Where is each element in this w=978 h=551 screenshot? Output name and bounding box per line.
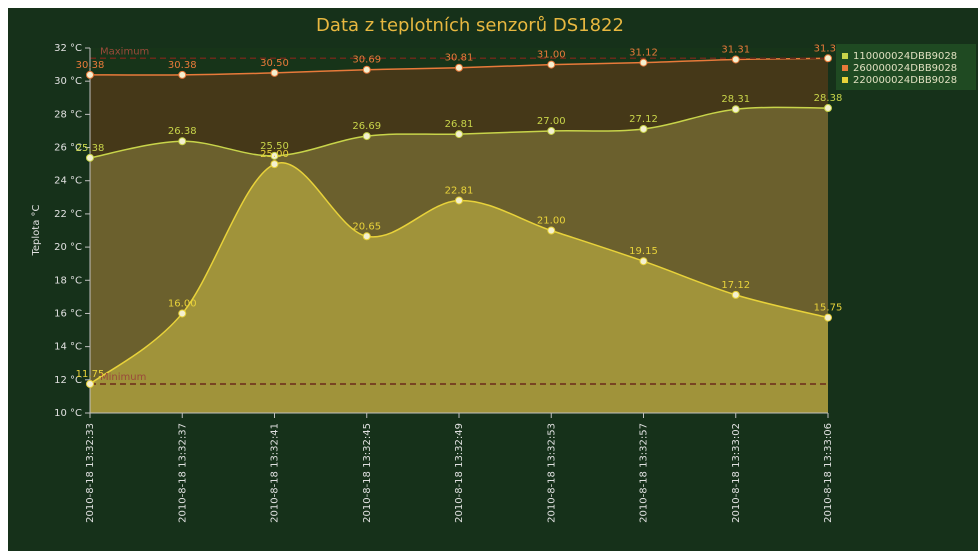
data-label: 31.00 <box>537 50 566 61</box>
data-label: 16.00 <box>168 298 197 309</box>
data-label: 31.12 <box>629 48 658 59</box>
data-label: 30.69 <box>352 55 381 66</box>
plot-line-label: Maximum <box>100 46 149 57</box>
legend-label: 220000024DBB9028 <box>853 75 957 86</box>
data-label: 22.81 <box>445 185 474 196</box>
data-point <box>639 124 648 133</box>
legend-swatch <box>842 77 848 83</box>
x-tick-label: 2010-8-18 13:32:53 <box>546 423 557 523</box>
data-point <box>547 126 556 135</box>
x-tick-label: 2010-8-18 13:33:02 <box>731 423 742 523</box>
data-label: 20.65 <box>352 221 381 232</box>
data-point <box>731 105 740 114</box>
y-tick-label: 18 °C <box>54 275 82 286</box>
data-point <box>731 290 740 299</box>
data-point <box>547 226 556 235</box>
data-label: 25.38 <box>76 143 105 154</box>
data-label: 27.00 <box>537 116 566 127</box>
x-tick-label: 2010-8-18 13:32:37 <box>177 423 188 523</box>
data-point <box>86 70 94 79</box>
chart-title: Data z teplotních senzorů DS1822 <box>316 15 624 36</box>
data-point <box>455 196 463 205</box>
y-tick-label: 30 °C <box>54 76 82 87</box>
x-tick-label: 2010-8-18 13:32:57 <box>639 423 650 523</box>
data-label: 28.38 <box>814 93 843 104</box>
data-label: 19.15 <box>629 246 658 257</box>
data-point <box>455 130 463 139</box>
data-point <box>86 153 94 162</box>
x-tick-label: 2010-8-18 13:32:45 <box>362 423 373 523</box>
series-area <box>90 162 828 413</box>
data-label: 30.38 <box>76 60 105 71</box>
data-label: 31.38 <box>814 43 843 54</box>
data-point <box>362 232 371 241</box>
y-tick-label: 26 °C <box>54 143 82 154</box>
x-tick-label: 2010-8-18 13:32:33 <box>85 423 96 523</box>
legend-swatch <box>842 53 848 59</box>
y-tick-label: 12 °C <box>54 375 82 386</box>
data-point <box>86 379 94 388</box>
y-tick-label: 22 °C <box>54 209 82 220</box>
y-tick-label: 32 °C <box>54 43 82 54</box>
data-point <box>362 132 371 141</box>
y-axis-label: Teplota °C <box>31 204 42 256</box>
data-point <box>270 68 279 77</box>
data-label: 21.00 <box>537 216 566 227</box>
data-label: 25.50 <box>260 141 289 152</box>
x-tick-label: 2010-8-18 13:32:41 <box>270 423 281 523</box>
data-label: 30.38 <box>168 60 197 71</box>
data-point <box>455 63 463 72</box>
data-label: 26.69 <box>352 121 381 132</box>
data-point <box>639 58 648 67</box>
data-point <box>178 70 187 79</box>
data-label: 17.12 <box>721 280 750 291</box>
legend-label: 260000024DBB9028 <box>853 63 957 74</box>
data-point <box>178 137 187 146</box>
x-tick-label: 2010-8-18 13:33:06 <box>823 423 834 523</box>
data-label: 30.50 <box>260 58 289 69</box>
x-tick-label: 2010-8-18 13:32:49 <box>454 423 465 523</box>
data-point <box>731 55 740 64</box>
legend-label: 110000024DBB9028 <box>853 51 957 62</box>
data-label: 25.00 <box>260 149 289 160</box>
data-point <box>824 104 832 113</box>
y-tick-label: 24 °C <box>54 176 82 187</box>
data-label: 15.75 <box>814 303 843 314</box>
data-point <box>824 54 832 63</box>
data-label: 31.31 <box>721 44 750 55</box>
plot-line-label: Minimum <box>100 372 146 383</box>
y-tick-label: 16 °C <box>54 308 82 319</box>
y-tick-label: 28 °C <box>54 109 82 120</box>
y-tick-label: 14 °C <box>54 342 82 353</box>
data-label: 27.12 <box>629 114 658 125</box>
data-point <box>824 313 832 322</box>
data-label: 28.31 <box>721 94 750 105</box>
legend-box <box>836 44 976 90</box>
data-label: 26.38 <box>168 126 197 137</box>
data-point <box>270 160 279 169</box>
data-label: 11.75 <box>76 369 105 380</box>
series-line <box>89 161 829 385</box>
y-tick-label: 20 °C <box>54 242 82 253</box>
data-point <box>178 309 187 318</box>
data-point <box>270 151 279 160</box>
y-tick-label: 10 °C <box>54 408 82 419</box>
data-label: 26.81 <box>445 119 474 130</box>
data-label: 30.81 <box>445 53 474 64</box>
data-point <box>362 65 371 74</box>
data-point <box>639 257 648 266</box>
data-point <box>547 60 556 69</box>
legend-swatch <box>842 65 848 71</box>
